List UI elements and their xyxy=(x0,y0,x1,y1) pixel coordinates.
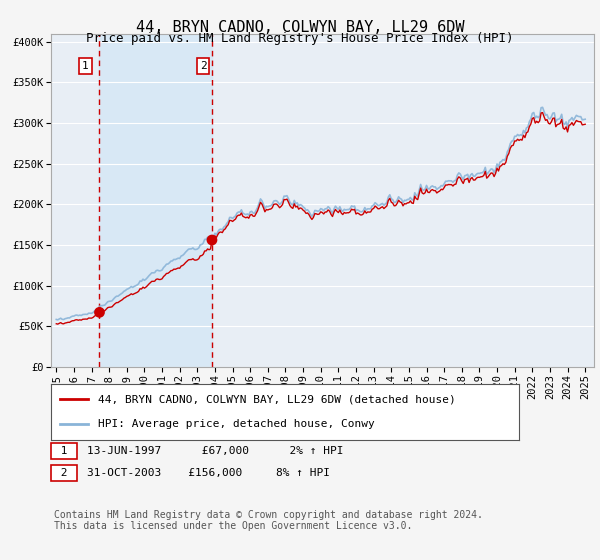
Text: Contains HM Land Registry data © Crown copyright and database right 2024.
This d: Contains HM Land Registry data © Crown c… xyxy=(54,510,483,531)
Text: 1: 1 xyxy=(54,446,74,456)
Text: 44, BRYN CADNO, COLWYN BAY, LL29 6DW (detached house): 44, BRYN CADNO, COLWYN BAY, LL29 6DW (de… xyxy=(98,394,455,404)
Text: Price paid vs. HM Land Registry's House Price Index (HPI): Price paid vs. HM Land Registry's House … xyxy=(86,32,514,45)
Text: 2: 2 xyxy=(54,468,74,478)
Point xyxy=(207,236,217,245)
Text: 44, BRYN CADNO, COLWYN BAY, LL29 6DW: 44, BRYN CADNO, COLWYN BAY, LL29 6DW xyxy=(136,20,464,35)
Text: 1: 1 xyxy=(82,61,89,71)
Text: HPI: Average price, detached house, Conwy: HPI: Average price, detached house, Conw… xyxy=(98,419,374,429)
Bar xyxy=(100,34,212,367)
Text: 31-OCT-2003    £156,000     8% ↑ HPI: 31-OCT-2003 £156,000 8% ↑ HPI xyxy=(87,468,330,478)
Text: 2: 2 xyxy=(200,61,206,71)
Text: 13-JUN-1997      £67,000      2% ↑ HPI: 13-JUN-1997 £67,000 2% ↑ HPI xyxy=(87,446,343,456)
Point xyxy=(95,308,104,317)
